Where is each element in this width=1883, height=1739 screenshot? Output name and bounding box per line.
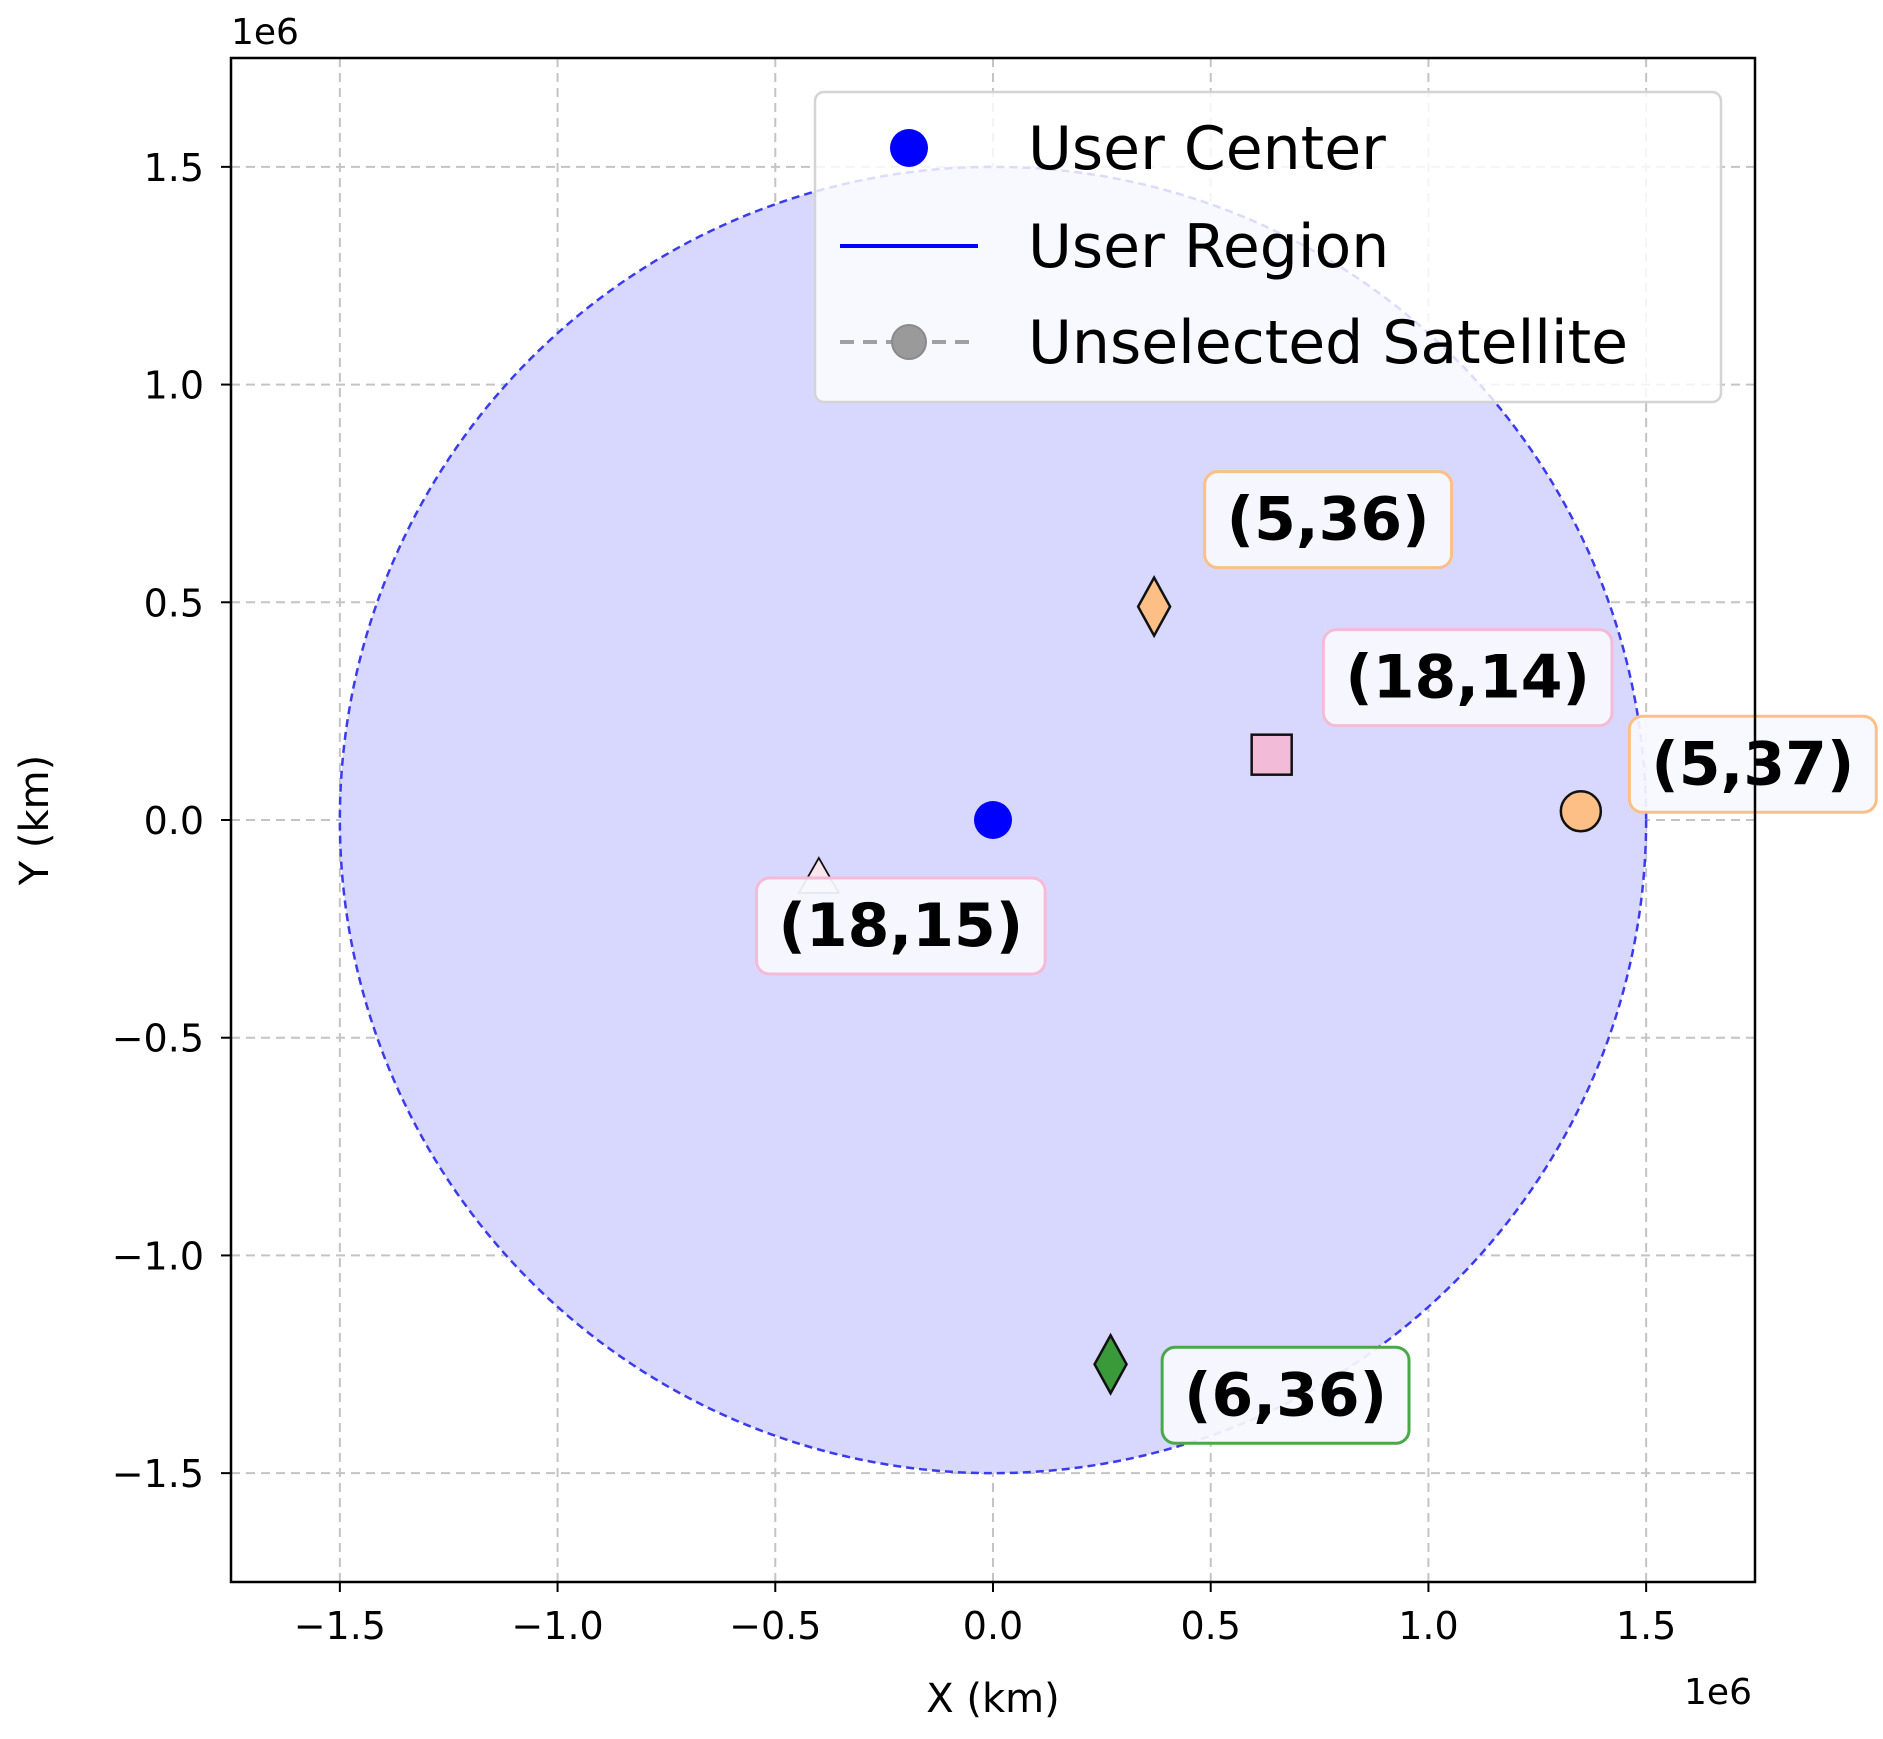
- satellite-label: (18,15): [779, 891, 1024, 961]
- satellite-label: (6,36): [1184, 1360, 1387, 1430]
- y-offset-text: 1e6: [231, 12, 299, 53]
- satellite-markers: [797, 575, 1603, 1396]
- satellite-label-box: [1627, 714, 1878, 814]
- satellite-label: (18,14): [1345, 643, 1590, 713]
- legend-label: Unselected Satellite: [1028, 308, 1628, 378]
- user-center-marker: [974, 801, 1012, 839]
- diamond-marker: [1093, 1332, 1128, 1396]
- x-tick-label: −1.0: [511, 1604, 603, 1648]
- y-tick-label: −1.0: [112, 1234, 204, 1278]
- satellite-label: (5,37): [1651, 729, 1854, 799]
- satellite-labels: (5,36) (18,14) (5,37) (18,15) (6,36): [755, 470, 1878, 1445]
- satellite-label-group: (5,36): [1203, 470, 1454, 570]
- circle-marker: [1559, 790, 1603, 833]
- x-tick-label: 1.0: [1398, 1604, 1458, 1648]
- y-tick-label: −0.5: [112, 1017, 204, 1061]
- legend-unselected-circle-icon: [891, 324, 927, 360]
- y-tick-label: 0.5: [144, 581, 204, 625]
- y-tick-label: 0.0: [144, 799, 204, 843]
- y-tick-label: 1.5: [144, 146, 204, 190]
- satellite-label-box: [755, 876, 1047, 976]
- x-axis-label: X (km): [926, 1676, 1059, 1722]
- square-marker: [1250, 733, 1293, 776]
- x-tick-label: −0.5: [729, 1604, 821, 1648]
- legend: User Center User Region Unselected Satelli…: [813, 90, 1723, 404]
- satellite-label: (5,36): [1227, 485, 1430, 555]
- x-tick-label: 1.5: [1616, 1604, 1676, 1648]
- legend-box: [813, 90, 1723, 404]
- legend-label: User Center: [1028, 114, 1386, 184]
- satellite-label-group: (5,37): [1627, 714, 1878, 814]
- x-tick-label: 0.5: [1180, 1604, 1240, 1648]
- axis-ticks: −1.5 −1.0 −0.5 0.0 0.5 1.0 1.5 −1.5 −1.0 −0.5 0.0 0…: [112, 146, 1677, 1648]
- x-offset-text: 1e6: [1684, 1672, 1752, 1713]
- y-tick-label: 1.0: [144, 364, 204, 408]
- satellite-label-group: (6,36): [1160, 1345, 1411, 1445]
- satellite-label-group: (18,15): [755, 876, 1047, 976]
- x-tick-label: 0.0: [963, 1604, 1023, 1648]
- satellite-label-group: (18,14): [1321, 628, 1614, 728]
- y-axis-label: Y (km): [12, 755, 58, 887]
- legend-label: User Region: [1028, 212, 1389, 282]
- y-tick-label: −1.5: [112, 1452, 204, 1496]
- x-tick-label: −1.5: [294, 1604, 386, 1648]
- legend-user-center-icon: [890, 129, 928, 167]
- diamond-marker: [1136, 575, 1172, 639]
- satellite-label-box: [1160, 1345, 1411, 1445]
- satellite-label-box: [1203, 470, 1454, 570]
- satellite-label-box: [1321, 628, 1614, 728]
